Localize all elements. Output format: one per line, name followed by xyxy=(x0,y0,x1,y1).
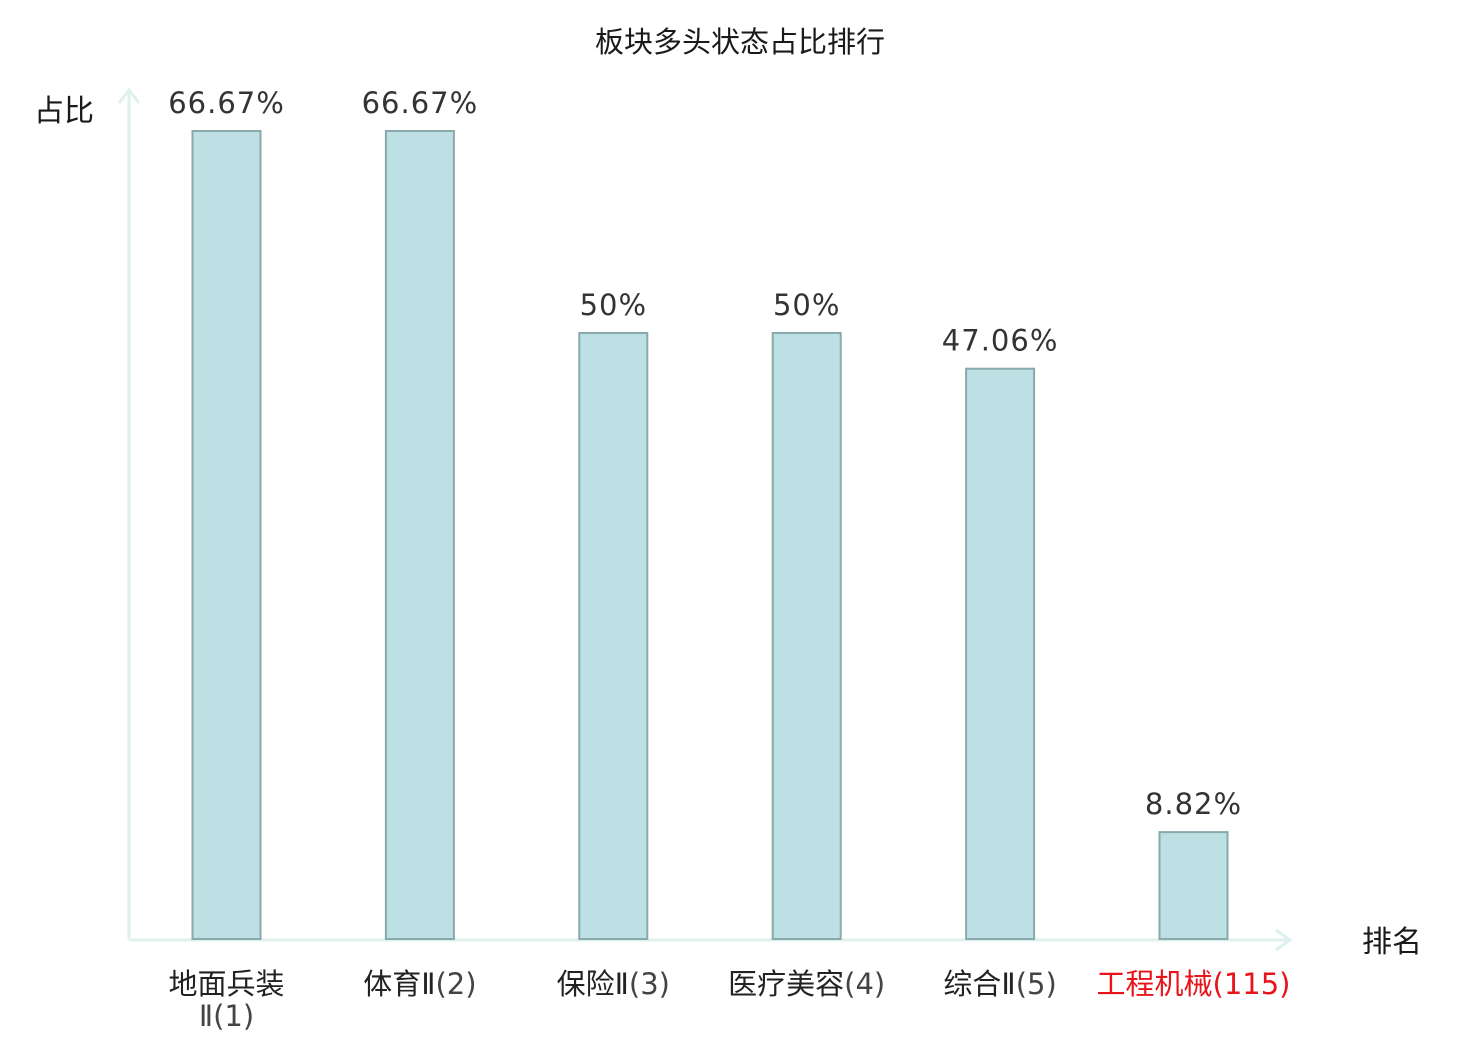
x-tick-label: 保险Ⅱ(3) xyxy=(557,967,670,1001)
x-tick-label-name: 地面兵装 xyxy=(168,967,284,1001)
x-tick-label-name: 工程机械 xyxy=(1097,967,1213,1001)
y-axis xyxy=(117,87,141,940)
x-tick-label-name: 保险Ⅱ xyxy=(557,967,629,1001)
x-tick-label: 体育Ⅱ(2) xyxy=(363,967,476,1001)
y-axis-arrow-icon xyxy=(117,87,141,104)
data-label: 50% xyxy=(580,288,647,322)
x-tick-label: 地面兵装 Ⅱ(1) xyxy=(168,967,284,1033)
x-tick-label-rank: Ⅱ(1) xyxy=(199,999,254,1033)
bar xyxy=(384,130,455,940)
bar xyxy=(965,367,1036,940)
x-axis-arrow-icon xyxy=(1275,928,1293,952)
value-labels: 66.67% 66.67% 50% 50% 47.06% 8.82% xyxy=(168,86,1242,821)
bar xyxy=(578,332,649,940)
bar xyxy=(191,130,262,940)
data-label: 47.06% xyxy=(942,324,1059,358)
data-label: 50% xyxy=(773,288,840,322)
x-tick-label-rank: (115) xyxy=(1213,967,1291,1001)
y-axis-title: 占比 xyxy=(34,94,94,129)
x-tick-label: 综合Ⅱ(5) xyxy=(943,967,1056,1001)
category-labels: 地面兵装 Ⅱ(1) 体育Ⅱ(2) 保险Ⅱ(3) 医疗美容(4) 综合Ⅱ(5) 工程机械(11… xyxy=(168,967,1290,1033)
x-tick-label-name: 综合Ⅱ xyxy=(943,967,1015,1001)
x-tick-label-rank: (3) xyxy=(629,967,670,1001)
bar xyxy=(771,332,842,940)
data-label: 66.67% xyxy=(362,86,479,120)
x-tick-label-rank: (5) xyxy=(1016,967,1057,1001)
bar xyxy=(1158,831,1229,940)
x-axis-title: 排名 xyxy=(1362,925,1422,960)
x-axis xyxy=(129,928,1293,952)
x-tick-label: 工程机械(115) xyxy=(1097,967,1291,1001)
x-tick-label-rank: (4) xyxy=(844,967,885,1001)
x-tick-label-name: 医疗美容 xyxy=(728,967,844,1001)
data-label: 8.82% xyxy=(1145,787,1242,821)
bars xyxy=(191,130,1229,940)
chart-title: 板块多头状态占比排行 xyxy=(595,25,885,59)
x-tick-label-name: 体育Ⅱ xyxy=(363,967,435,1001)
data-label: 66.67% xyxy=(168,86,285,120)
x-tick-label-rank: (2) xyxy=(435,967,476,1001)
x-tick-label: 医疗美容(4) xyxy=(728,967,885,1001)
